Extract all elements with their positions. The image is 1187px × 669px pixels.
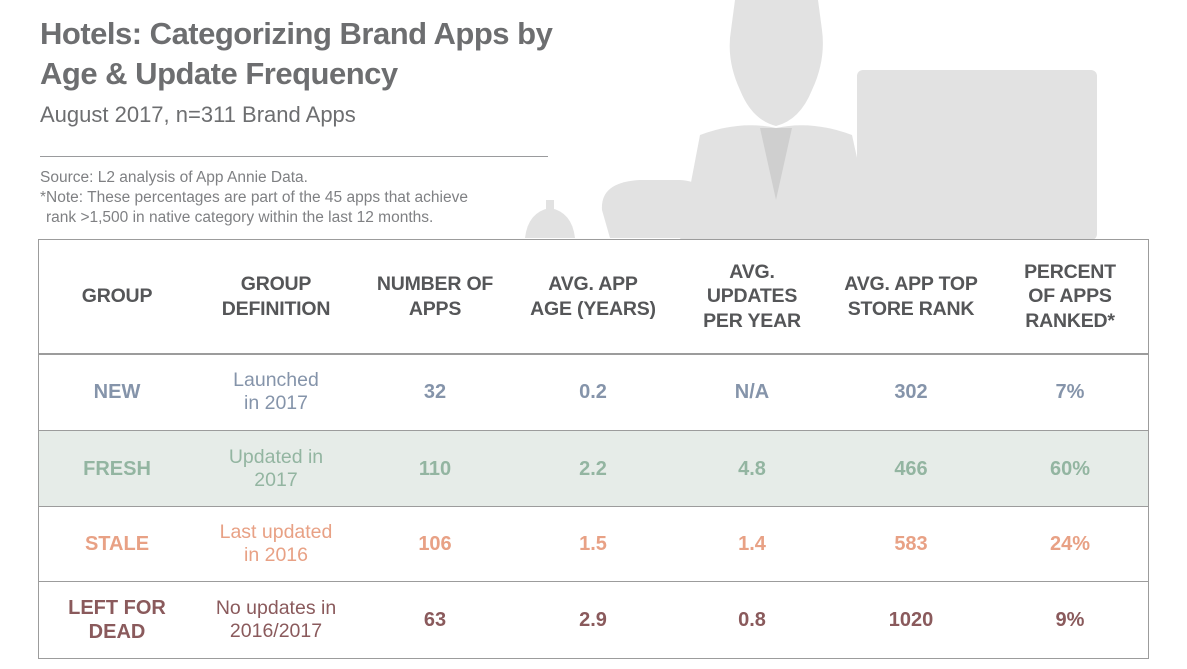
percent-ranked: 9% <box>1055 609 1085 631</box>
header-group-definition: GROUP DEFINITION <box>221 273 331 320</box>
group-definition: Last updated in 2016 <box>219 520 333 566</box>
brand-apps-table: GROUP GROUP DEFINITION NUMBER OF APPS AV… <box>38 239 1149 659</box>
group-definition: No updates in 2016/2017 <box>215 597 337 642</box>
clerk-head-shape <box>729 0 823 126</box>
avg-rank: 1020 <box>888 609 934 631</box>
percent-ranked: 60% <box>1049 457 1091 480</box>
header-number-of-apps: NUMBER OF APPS <box>376 273 494 320</box>
header-group: GROUP <box>81 285 153 308</box>
avg-app-age: 2.2 <box>579 457 607 480</box>
number-of-apps: 32 <box>423 381 447 403</box>
avg-rank: 583 <box>894 532 928 555</box>
group-name: STALE <box>84 532 150 555</box>
avg-updates: 4.8 <box>738 457 766 480</box>
divider <box>40 156 548 157</box>
avg-rank: 302 <box>894 381 928 403</box>
header-avg-app-age: AVG. APP AGE (YEARS) <box>530 273 656 320</box>
avg-updates: 1.4 <box>738 532 766 555</box>
group-definition: Updated in 2017 <box>228 445 324 491</box>
page-title: Hotels: Categorizing Brand Apps by Age &… <box>40 16 553 91</box>
table-row-stale: STALE Last updated in 2016 106 1.5 1.4 5… <box>39 506 1148 582</box>
group-name: NEW <box>93 381 141 403</box>
group-name: FRESH <box>83 457 151 480</box>
header-avg-rank: AVG. APP TOP STORE RANK <box>844 273 978 320</box>
header-avg-updates: AVG. UPDATES PER YEAR <box>703 260 801 332</box>
avg-rank: 466 <box>894 457 928 480</box>
group-name: LEFT FOR DEAD <box>68 597 166 643</box>
header-percent-ranked: PERCENT OF APPS RANKED* <box>1024 260 1116 332</box>
number-of-apps: 63 <box>423 609 447 631</box>
group-definition: Launched in 2017 <box>233 369 319 414</box>
table-row-left-for-dead: LEFT FOR DEAD No updates in 2016/2017 63… <box>39 582 1148 658</box>
note-line-1: *Note: These percentages are part of the… <box>40 189 468 206</box>
page-subtitle: August 2017, n=311 Brand Apps <box>40 102 356 127</box>
desk-bell-shape <box>525 208 575 238</box>
source-text: Source: L2 analysis of App Annie Data. <box>40 169 308 186</box>
table-header-row: GROUP GROUP DEFINITION NUMBER OF APPS AV… <box>39 240 1148 355</box>
table-row-new: NEW Launched in 2017 32 0.2 N/A 302 7% <box>39 355 1148 429</box>
avg-app-age: 0.2 <box>579 381 607 403</box>
table-row-fresh: FRESH Updated in 2017 110 2.2 4.8 466 60… <box>39 430 1148 507</box>
avg-app-age: 2.9 <box>579 609 607 631</box>
avg-app-age: 1.5 <box>579 532 607 555</box>
avg-updates: 0.8 <box>738 609 766 631</box>
percent-ranked: 24% <box>1049 532 1091 555</box>
number-of-apps: 110 <box>418 457 452 480</box>
telephone-shape <box>601 180 709 238</box>
note-line-2: rank >1,500 in native category within th… <box>46 209 434 226</box>
source-block: Source: L2 analysis of App Annie Data. *… <box>40 168 560 228</box>
percent-ranked: 7% <box>1055 381 1085 403</box>
number-of-apps: 106 <box>418 532 452 555</box>
monitor-shape <box>857 70 1097 240</box>
avg-updates: N/A <box>734 381 770 403</box>
